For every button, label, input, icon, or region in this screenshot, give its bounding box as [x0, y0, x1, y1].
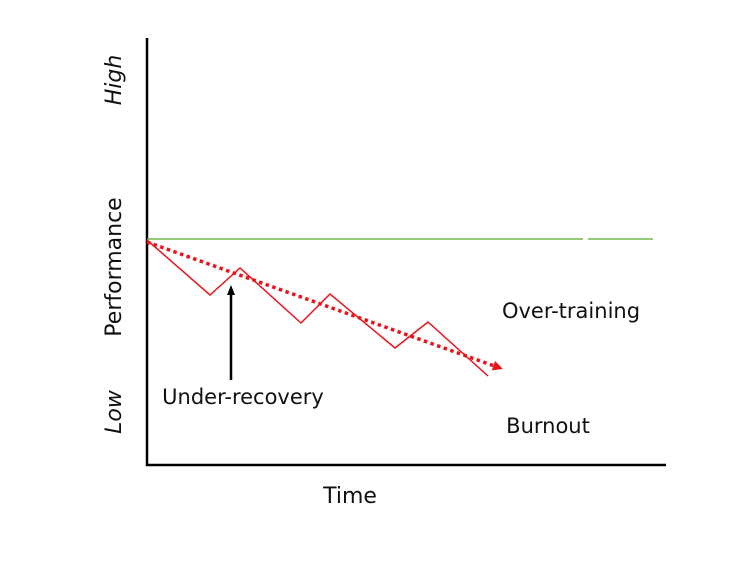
y-low-label: Low — [102, 389, 127, 434]
over-training-label: Over-training — [502, 299, 640, 323]
x-axis-label: Time — [322, 484, 377, 509]
performance-trend-arrow — [146, 240, 503, 371]
performance-zigzag-line — [146, 239, 489, 377]
under-recovery-label: Under-recovery — [162, 385, 324, 409]
y-axis-label: Performance — [102, 197, 127, 336]
y-high-label: High — [102, 55, 127, 106]
burnout-label: Burnout — [506, 414, 590, 438]
